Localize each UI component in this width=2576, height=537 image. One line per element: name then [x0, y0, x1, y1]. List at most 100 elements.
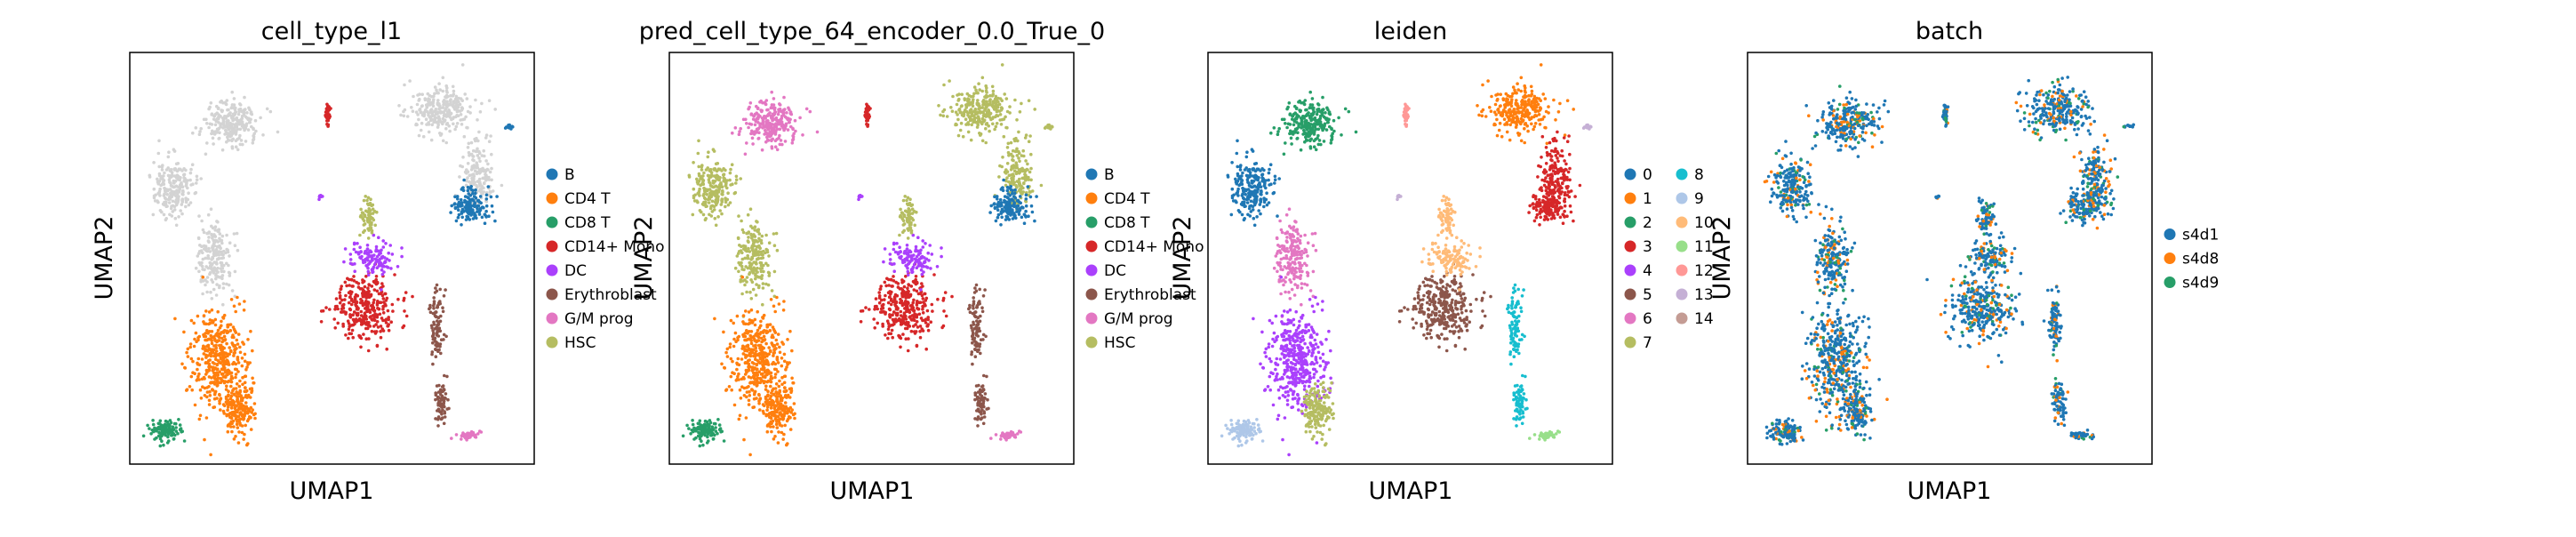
scatter-point [160, 210, 164, 214]
scatter-point [866, 116, 869, 120]
scatter-point [995, 114, 998, 117]
scatter-point [749, 123, 754, 126]
scatter-point [365, 198, 369, 203]
scatter-point [379, 292, 383, 296]
scatter-point [740, 244, 743, 249]
scatter-point [991, 122, 995, 126]
scatter-point [385, 347, 389, 351]
scatter-point [226, 250, 230, 254]
scatter-point [203, 247, 206, 251]
scatter-point [477, 200, 482, 204]
scatter-point [245, 365, 249, 369]
scatter-point [464, 206, 468, 211]
scatter-point [770, 146, 774, 150]
scatter-point [925, 309, 930, 313]
scatter-point [340, 285, 344, 288]
scatter-point [884, 293, 887, 298]
scatter-point [233, 350, 237, 355]
scatter-point [207, 369, 211, 373]
scatter-point [434, 116, 438, 120]
scatter-point [761, 123, 765, 127]
scatter-point [701, 180, 705, 184]
scatter-point [924, 321, 928, 325]
scatter-point [461, 156, 465, 159]
scatter-point [511, 124, 515, 129]
scatter-point [1035, 195, 1038, 198]
scatter-point [1004, 115, 1007, 119]
scatter-point [444, 334, 448, 339]
scatter-point [366, 349, 371, 353]
scatter-point [217, 257, 220, 260]
scatter-point [434, 310, 437, 315]
scatter-point [175, 176, 180, 180]
scatter-point [706, 155, 710, 159]
scatter-point [769, 371, 773, 375]
scatter-point [785, 111, 788, 115]
scatter-point [450, 204, 454, 208]
scatter-point [167, 439, 171, 443]
scatter-point [436, 417, 440, 421]
scatter-point [259, 116, 262, 120]
scatter-point [892, 310, 896, 314]
scatter-point [791, 138, 795, 142]
scatter-point [456, 205, 460, 209]
scatter-point [431, 341, 435, 345]
scatter-point [359, 207, 363, 212]
scatter-point [348, 332, 351, 336]
scatter-point [903, 257, 907, 261]
scatter-point [1004, 202, 1009, 205]
scatter-point [197, 417, 202, 421]
scatter-point [225, 341, 228, 346]
scatter-point [951, 94, 955, 99]
scatter-point [491, 210, 495, 214]
scatter-point [236, 295, 239, 300]
scatter-point [451, 116, 455, 121]
scatter-point [226, 330, 230, 334]
scatter-point [438, 300, 442, 303]
scatter-point [203, 377, 206, 381]
scatter-point [222, 363, 226, 367]
scatter-point [242, 111, 246, 115]
scatter-point [220, 373, 224, 376]
scatter-point [767, 274, 772, 277]
scatter-point [211, 388, 214, 391]
scatter-point [212, 348, 216, 352]
scatter-point [754, 293, 758, 297]
scatter-point [213, 381, 218, 384]
scatter-point [908, 209, 912, 212]
scatter-point [713, 167, 717, 172]
scatter-point [197, 269, 201, 274]
scatter-point [188, 201, 193, 204]
scatter-point [760, 340, 764, 344]
scatter-point [243, 300, 246, 303]
scatter-point [387, 323, 391, 326]
legend-marker [546, 264, 558, 277]
scatter-point [364, 250, 367, 253]
scatter-point [735, 314, 740, 318]
scatter-point [891, 285, 894, 288]
scatter-point [220, 261, 224, 265]
scatter-point [474, 188, 477, 192]
scatter-point [942, 309, 946, 313]
legend-item: B [546, 166, 575, 184]
scatter-point [201, 292, 204, 296]
scatter-point [741, 344, 745, 349]
scatter-point [220, 269, 224, 274]
scatter-point [892, 241, 896, 245]
scatter-point [752, 362, 756, 365]
scatter-point [220, 274, 225, 277]
scatter-point [209, 207, 213, 211]
scatter-point [364, 257, 367, 261]
scatter-point [471, 191, 475, 196]
scatter-point [697, 164, 700, 169]
scatter-point [218, 131, 221, 134]
scatter-point [435, 325, 439, 329]
scatter-point [353, 262, 356, 266]
scatter-point [396, 265, 400, 268]
scatter-point [452, 122, 455, 126]
scatter-point [347, 336, 350, 341]
scatter-point [352, 279, 356, 283]
scatter-point [234, 347, 237, 351]
scatter-point [777, 120, 781, 124]
scatter-point [898, 245, 901, 250]
